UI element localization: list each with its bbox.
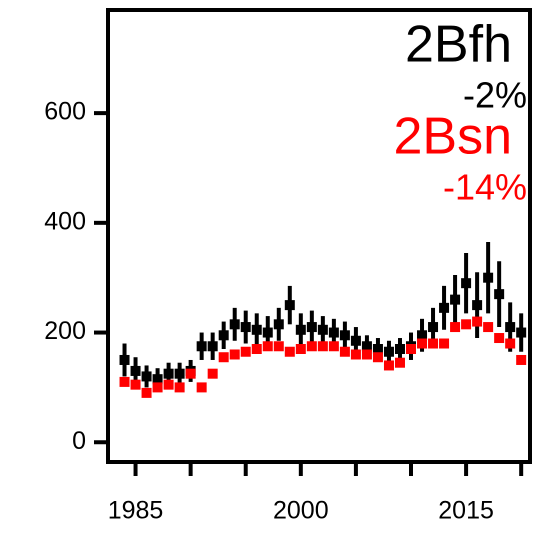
y-tick-label: 600 [44,98,86,126]
point [207,341,218,352]
point [141,387,152,398]
point [417,338,428,349]
point [229,349,240,360]
point [262,327,273,338]
point [119,376,130,387]
point [428,322,439,333]
point [372,352,383,363]
point [218,352,229,363]
point [240,346,251,357]
point [152,382,163,393]
point [317,324,328,335]
point [472,300,483,311]
point [174,382,185,393]
point [152,374,163,385]
point [450,294,461,305]
point [372,344,383,354]
x-tick-label: 1985 [108,497,164,525]
point [439,302,450,313]
change-label: -14% [443,167,527,208]
point [428,338,439,349]
point [339,330,350,341]
point [185,368,196,379]
x-tick-label: 2000 [273,497,329,525]
point [505,322,516,333]
point [196,382,207,393]
point [350,349,361,360]
point [516,327,527,338]
point [450,322,461,333]
x-tick-label: 2015 [438,497,494,525]
point [406,344,417,354]
point [229,319,240,330]
point [383,360,394,371]
point [494,289,505,300]
point [505,338,516,349]
point [339,346,350,357]
y-tick-label: 200 [44,317,86,345]
point [306,322,317,333]
point [251,324,262,335]
change-label: -2% [463,75,527,116]
point [317,341,328,352]
point [240,322,251,333]
point [163,379,174,390]
point [207,368,218,379]
y-tick-label: 400 [44,207,86,235]
point [163,368,174,379]
point [417,330,428,341]
point [196,341,207,352]
point [284,346,295,357]
point [461,278,472,289]
point [306,341,317,352]
point [119,354,130,365]
point [295,344,306,354]
point [483,322,494,333]
point [130,379,141,390]
point [494,333,505,344]
point [284,300,295,311]
point [273,319,284,330]
point [218,330,229,341]
point [361,349,372,360]
point [394,357,405,368]
point [273,341,284,352]
point [483,272,494,283]
point [361,341,372,352]
legend-label: 2Bfh [405,16,512,74]
point [516,354,527,365]
point [472,316,483,327]
point [383,346,394,357]
point [251,344,262,354]
point [328,341,339,352]
point [461,319,472,330]
legend-label: 2Bsn [393,108,512,166]
point [262,341,273,352]
point [328,327,339,338]
point [141,371,152,382]
plot-frame [106,8,532,464]
point [394,344,405,354]
point [439,338,450,349]
point [174,368,185,379]
y-tick-label: 0 [72,427,86,455]
point [350,335,361,346]
point [295,324,306,335]
point [130,365,141,376]
